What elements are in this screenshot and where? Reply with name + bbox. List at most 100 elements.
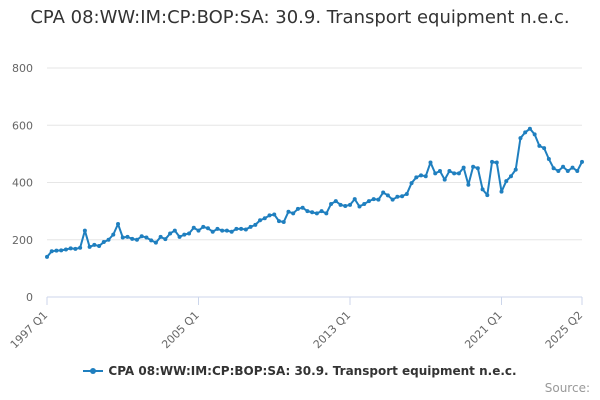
data-point[interactable] bbox=[556, 169, 561, 174]
data-point[interactable] bbox=[314, 211, 319, 216]
data-point[interactable] bbox=[205, 226, 210, 231]
data-point[interactable] bbox=[551, 166, 556, 171]
data-point[interactable] bbox=[324, 211, 329, 216]
data-point[interactable] bbox=[239, 226, 244, 231]
data-point[interactable] bbox=[125, 234, 130, 239]
data-point[interactable] bbox=[163, 237, 168, 242]
data-point[interactable] bbox=[400, 194, 405, 199]
data-point[interactable] bbox=[210, 229, 215, 234]
data-point[interactable] bbox=[310, 210, 315, 215]
data-point[interactable] bbox=[499, 189, 504, 194]
data-point[interactable] bbox=[480, 187, 485, 192]
data-point[interactable] bbox=[376, 197, 381, 202]
data-point[interactable] bbox=[352, 197, 357, 202]
data-point[interactable] bbox=[215, 226, 220, 231]
data-point[interactable] bbox=[182, 232, 187, 237]
data-point[interactable] bbox=[177, 234, 182, 239]
data-point[interactable] bbox=[447, 169, 452, 174]
data-point[interactable] bbox=[409, 181, 414, 186]
data-point[interactable] bbox=[134, 237, 139, 242]
data-point[interactable] bbox=[348, 202, 353, 207]
data-point[interactable] bbox=[258, 218, 263, 223]
data-point[interactable] bbox=[404, 191, 409, 196]
data-point[interactable] bbox=[63, 247, 68, 252]
data-point[interactable] bbox=[101, 240, 106, 245]
data-point[interactable] bbox=[490, 159, 495, 164]
data-point[interactable] bbox=[475, 166, 480, 171]
data-point[interactable] bbox=[343, 203, 348, 208]
data-point[interactable] bbox=[149, 238, 154, 243]
data-point[interactable] bbox=[291, 211, 296, 216]
data-point[interactable] bbox=[570, 165, 575, 170]
legend[interactable]: CPA 08:WW:IM:CP:BOP:SA: 30.9. Transport … bbox=[0, 364, 600, 378]
data-point[interactable] bbox=[513, 167, 518, 172]
data-point[interactable] bbox=[542, 146, 547, 151]
data-point[interactable] bbox=[532, 132, 537, 137]
data-point[interactable] bbox=[419, 173, 424, 178]
data-point[interactable] bbox=[54, 248, 59, 253]
data-point[interactable] bbox=[329, 201, 334, 206]
data-point[interactable] bbox=[428, 160, 433, 165]
data-point[interactable] bbox=[144, 235, 149, 240]
data-point[interactable] bbox=[523, 130, 528, 135]
data-point[interactable] bbox=[575, 169, 580, 174]
data-point[interactable] bbox=[366, 199, 371, 204]
data-point[interactable] bbox=[295, 206, 300, 211]
data-point[interactable] bbox=[224, 228, 229, 233]
data-point[interactable] bbox=[229, 229, 234, 234]
data-point[interactable] bbox=[456, 171, 461, 176]
data-point[interactable] bbox=[248, 224, 253, 229]
data-point[interactable] bbox=[87, 244, 92, 249]
data-point[interactable] bbox=[78, 245, 83, 250]
data-point[interactable] bbox=[130, 236, 135, 241]
data-point[interactable] bbox=[73, 246, 78, 251]
data-point[interactable] bbox=[168, 231, 173, 236]
data-point[interactable] bbox=[68, 246, 73, 251]
data-point[interactable] bbox=[243, 227, 248, 232]
data-point[interactable] bbox=[452, 171, 457, 176]
data-point[interactable] bbox=[362, 201, 367, 206]
data-point[interactable] bbox=[319, 209, 324, 214]
data-point[interactable] bbox=[172, 228, 177, 233]
data-point[interactable] bbox=[508, 174, 513, 179]
data-point[interactable] bbox=[561, 164, 566, 169]
data-point[interactable] bbox=[92, 242, 97, 247]
data-point[interactable] bbox=[338, 202, 343, 207]
data-point[interactable] bbox=[357, 204, 362, 209]
data-point[interactable] bbox=[106, 237, 111, 242]
data-point[interactable] bbox=[442, 177, 447, 182]
data-point[interactable] bbox=[45, 254, 49, 259]
data-point[interactable] bbox=[153, 240, 158, 245]
data-point[interactable] bbox=[471, 164, 476, 169]
data-point[interactable] bbox=[139, 234, 144, 239]
data-point[interactable] bbox=[414, 175, 419, 180]
data-point[interactable] bbox=[423, 174, 428, 179]
data-point[interactable] bbox=[546, 157, 551, 162]
data-point[interactable] bbox=[527, 126, 532, 131]
data-point[interactable] bbox=[196, 228, 201, 233]
data-point[interactable] bbox=[466, 182, 471, 187]
data-point[interactable] bbox=[191, 225, 196, 230]
data-point[interactable] bbox=[381, 190, 386, 195]
data-point[interactable] bbox=[565, 169, 570, 174]
data-point[interactable] bbox=[120, 235, 125, 240]
data-point[interactable] bbox=[201, 224, 206, 229]
data-point[interactable] bbox=[437, 169, 442, 174]
data-point[interactable] bbox=[371, 197, 376, 202]
data-point[interactable] bbox=[267, 213, 272, 218]
source-credit[interactable]: Source: bbox=[544, 381, 590, 395]
data-point[interactable] bbox=[504, 179, 509, 184]
data-point[interactable] bbox=[305, 209, 310, 214]
data-point[interactable] bbox=[300, 205, 305, 210]
data-point[interactable] bbox=[158, 234, 163, 239]
data-point[interactable] bbox=[385, 193, 390, 198]
data-point[interactable] bbox=[220, 228, 225, 233]
data-point[interactable] bbox=[49, 249, 54, 254]
data-point[interactable] bbox=[537, 143, 542, 148]
data-point[interactable] bbox=[116, 222, 121, 227]
data-point[interactable] bbox=[262, 216, 267, 221]
data-point[interactable] bbox=[234, 226, 239, 231]
data-point[interactable] bbox=[390, 197, 395, 202]
data-point[interactable] bbox=[59, 248, 64, 253]
data-point[interactable] bbox=[395, 194, 400, 199]
